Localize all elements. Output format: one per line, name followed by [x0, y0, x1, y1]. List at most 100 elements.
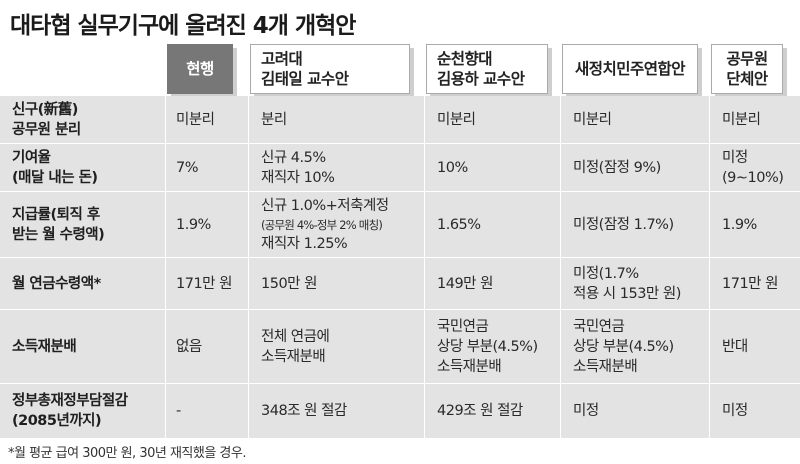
header-prop2-line2: 김용하 교수안	[437, 70, 525, 88]
cell-text: 429조 원 절감	[437, 403, 523, 419]
row-label: 기여율 (매달 내는 돈)	[0, 144, 165, 191]
comparison-table: 신구(新舊) 공무원 분리 미분리 분리 미분리 미분리 미분리 기여율 (매달 내…	[0, 96, 800, 438]
row-label: 정부총재정부담절감 (2085년까지)	[0, 384, 165, 438]
cell-text: 미정	[722, 149, 748, 166]
header-prop2: 순천향대 김용하 교수안	[426, 44, 548, 94]
cell-prop4: 171만 원	[710, 258, 800, 309]
cell-text: (9∼10%)	[722, 169, 784, 186]
cell-current: 1.9%	[166, 192, 248, 257]
cell-text: 없음	[176, 338, 202, 355]
header-prop1-line2: 김태일 교수안	[261, 70, 349, 88]
column-divider	[424, 96, 425, 438]
cell-text: 미정(잠정 9%)	[573, 159, 661, 176]
row-label-line: 월 연금수령액*	[12, 275, 101, 292]
cell-current: 미분리	[166, 96, 248, 143]
cell-prop1: 348조 원 절감	[249, 384, 424, 438]
cell-text: 348조 원 절감	[261, 403, 347, 419]
column-divider	[165, 96, 166, 438]
cell-prop3: 미정	[561, 384, 709, 438]
cell-text: 171만 원	[176, 275, 232, 292]
cell-text: 상당 부분(4.5%)	[437, 338, 538, 355]
table-row: 기여율 (매달 내는 돈) 7% 신규 4.5% 재직자 10% 10% 미정(잠정…	[0, 144, 800, 192]
cell-prop4: 반대	[710, 310, 800, 383]
row-label-line: 정부총재정부담절감	[12, 393, 128, 409]
page-title: 대타협 실무기구에 올려진 4개 개혁안	[10, 13, 356, 39]
row-label: 소득재분배	[0, 310, 165, 383]
cell-text: 반대	[722, 338, 748, 355]
cell-text: 1.9%	[722, 216, 757, 233]
cell-prop4: 미정	[710, 384, 800, 438]
cell-text: 171만 원	[722, 275, 778, 292]
cell-prop2: 미분리	[425, 96, 560, 143]
cell-current: 171만 원	[166, 258, 248, 309]
column-divider	[560, 96, 561, 438]
table-row: 정부총재정부담절감 (2085년까지) - 348조 원 절감 429조 원 절감…	[0, 384, 800, 438]
cell-current: 없음	[166, 310, 248, 383]
cell-text: 미정(1.7%	[573, 265, 639, 282]
cell-prop3: 미정(1.7% 적용 시 153만 원)	[561, 258, 709, 309]
table-row: 소득재분배 없음 전체 연금에 소득재분배 국민연금 상당 부분(4.5%) 소득재분…	[0, 310, 800, 384]
row-label-line: 받는 월 수령액)	[12, 226, 105, 243]
cell-prop1: 분리	[249, 96, 424, 143]
cell-prop1: 신규 4.5% 재직자 10%	[249, 144, 424, 191]
cell-prop3: 미분리	[561, 96, 709, 143]
cell-text: 150만 원	[261, 275, 317, 292]
cell-prop2: 429조 원 절감	[425, 384, 560, 438]
cell-text: 10%	[437, 159, 468, 176]
row-label-line: 지급률(퇴직 후	[12, 206, 100, 223]
cell-text: 신규 1.0%+저축계정	[261, 197, 389, 214]
cell-text: 전체 연금에	[261, 328, 330, 345]
header-prop4-line2: 단체안	[726, 70, 768, 88]
cell-prop1: 전체 연금에 소득재분배	[249, 310, 424, 383]
table-row: 신구(新舊) 공무원 분리 미분리 분리 미분리 미분리 미분리	[0, 96, 800, 144]
header-prop1-line1: 고려대	[261, 50, 303, 68]
cell-text: 상당 부분(4.5%)	[573, 338, 674, 355]
cell-text: (공무원 4%-정부 2% 매칭)	[261, 217, 383, 232]
cell-prop1: 150만 원	[249, 258, 424, 309]
cell-text: 재직자 10%	[261, 169, 335, 186]
column-divider	[709, 96, 710, 438]
cell-prop2: 1.65%	[425, 192, 560, 257]
cell-text: 1.9%	[176, 216, 211, 233]
cell-prop3: 미정(잠정 9%)	[561, 144, 709, 191]
row-label: 월 연금수령액*	[0, 258, 165, 309]
cell-text: 신규 4.5%	[261, 149, 326, 166]
column-header-row: 현행 고려대 김태일 교수안 순천향대 김용하 교수안 새정치민주연합안 공무원…	[0, 44, 800, 94]
cell-text: 미정	[722, 403, 748, 419]
cell-text: 1.65%	[437, 216, 481, 233]
header-prop3: 새정치민주연합안	[562, 44, 698, 94]
header-prop4: 공무원 단체안	[711, 44, 783, 94]
row-label-line: (매달 내는 돈)	[12, 169, 98, 186]
header-prop3-label: 새정치민주연합안	[574, 60, 686, 78]
row-label-line: (2085년까지)	[12, 413, 102, 429]
header-prop4-line1: 공무원	[726, 50, 768, 68]
footnote: *월 평균 급여 300만 원, 30년 재직했을 경우.	[8, 446, 247, 461]
cell-text: 분리	[261, 111, 287, 128]
row-label: 신구(新舊) 공무원 분리	[0, 96, 165, 143]
cell-prop1: 신규 1.0%+저축계정 (공무원 4%-정부 2% 매칭) 재직자 1.25%	[249, 192, 424, 257]
header-current-label: 현행	[186, 60, 214, 78]
cell-text: 적용 시 153만 원)	[573, 285, 681, 302]
cell-text: 7%	[176, 159, 199, 176]
cell-prop3: 미정(잠정 1.7%)	[561, 192, 709, 257]
cell-prop4: 1.9%	[710, 192, 800, 257]
cell-text: 소득재분배	[437, 358, 502, 375]
cell-text: 미분리	[573, 111, 612, 128]
cell-prop4: 미정 (9∼10%)	[710, 144, 800, 191]
row-label-line: 신구(新舊)	[12, 101, 78, 118]
cell-text: 국민연금	[437, 318, 489, 335]
row-label-line: 기여율	[12, 149, 51, 166]
cell-text: 국민연금	[573, 318, 625, 335]
header-current: 현행	[167, 44, 233, 94]
cell-text: 미분리	[722, 111, 761, 128]
cell-text: 소득재분배	[573, 358, 638, 375]
cell-text: 미정	[573, 403, 599, 419]
row-label-line: 소득재분배	[12, 338, 77, 355]
cell-prop4: 미분리	[710, 96, 800, 143]
cell-prop2: 10%	[425, 144, 560, 191]
column-divider	[248, 96, 249, 438]
cell-text: 미분리	[437, 111, 476, 128]
